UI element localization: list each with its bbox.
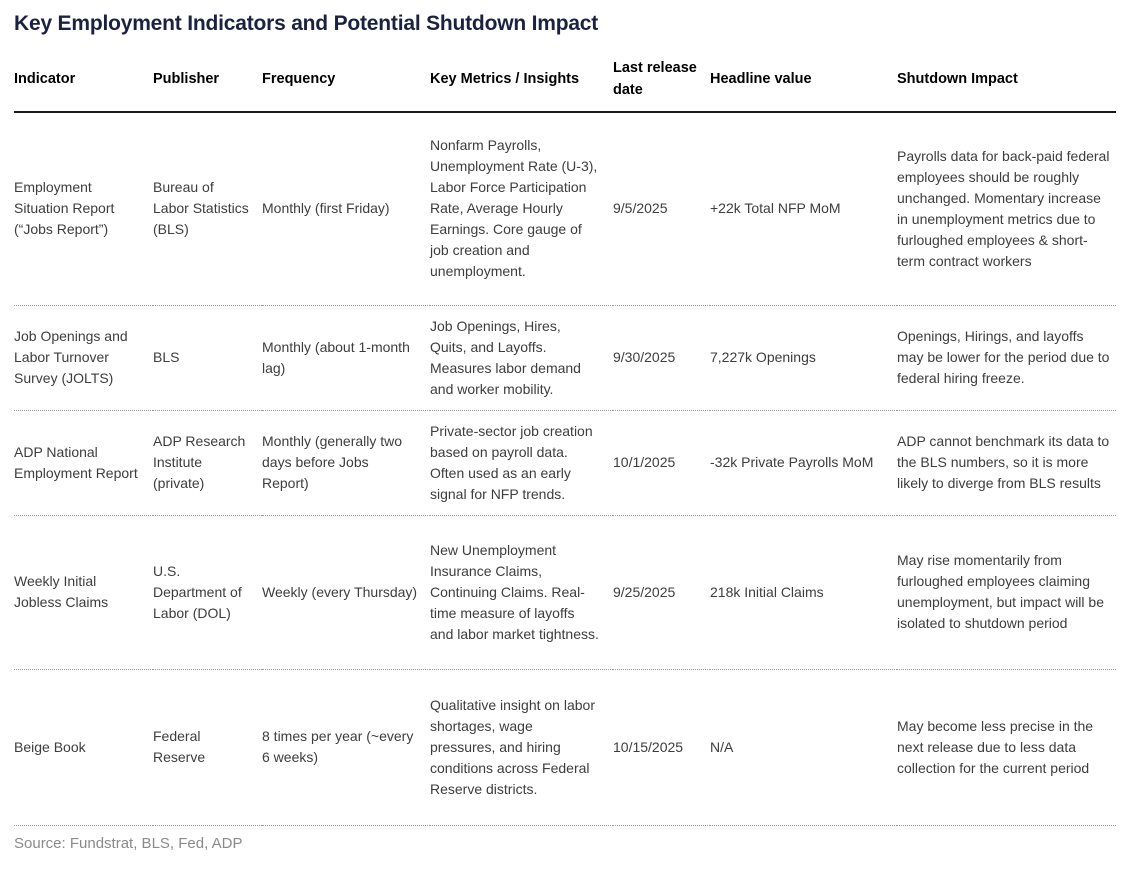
cell-key-metrics: Private-sector job creation based on pay…: [430, 410, 613, 516]
table-row: Employment Situation Report (“Jobs Repor…: [14, 112, 1116, 306]
column-header-last-release-date: Last release date: [613, 54, 710, 113]
header-row: Indicator Publisher Frequency Key Metric…: [14, 54, 1116, 113]
cell-shutdown-impact: ADP cannot benchmark its data to the BLS…: [897, 410, 1116, 516]
table-header: Indicator Publisher Frequency Key Metric…: [14, 54, 1116, 113]
cell-publisher: Federal Reserve: [153, 669, 262, 826]
cell-indicator: Job Openings and Labor Turnover Survey (…: [14, 305, 153, 411]
cell-last-release-date: 9/30/2025: [613, 305, 710, 411]
column-header-publisher: Publisher: [153, 54, 262, 113]
cell-headline-value: 7,227k Openings: [710, 305, 897, 411]
cell-key-metrics: New Unemployment Insurance Claims, Conti…: [430, 515, 613, 670]
table-row: ADP National Employment Report ADP Resea…: [14, 410, 1116, 516]
cell-frequency: Monthly (first Friday): [262, 112, 430, 306]
column-header-headline-value: Headline value: [710, 54, 897, 113]
cell-last-release-date: 10/1/2025: [613, 410, 710, 516]
cell-publisher: U.S. Department of Labor (DOL): [153, 515, 262, 670]
column-header-shutdown-impact: Shutdown Impact: [897, 54, 1116, 113]
employment-indicators-table: Indicator Publisher Frequency Key Metric…: [14, 54, 1116, 826]
cell-indicator: Weekly Initial Jobless Claims: [14, 515, 153, 670]
cell-headline-value: 218k Initial Claims: [710, 515, 897, 670]
cell-frequency: 8 times per year (~every 6 weeks): [262, 669, 430, 826]
cell-last-release-date: 9/5/2025: [613, 112, 710, 306]
cell-last-release-date: 10/15/2025: [613, 669, 710, 826]
cell-headline-value: -32k Private Payrolls MoM: [710, 410, 897, 516]
cell-shutdown-impact: Openings, Hirings, and layoffs may be lo…: [897, 305, 1116, 411]
cell-headline-value: +22k Total NFP MoM: [710, 112, 897, 306]
column-header-key-metrics: Key Metrics / Insights: [430, 54, 613, 113]
cell-indicator: Beige Book: [14, 669, 153, 826]
cell-frequency: Monthly (generally two days before Jobs …: [262, 410, 430, 516]
table-body: Employment Situation Report (“Jobs Repor…: [14, 112, 1116, 826]
column-header-indicator: Indicator: [14, 54, 153, 113]
table-row: Beige Book Federal Reserve 8 times per y…: [14, 669, 1116, 826]
page-title: Key Employment Indicators and Potential …: [14, 12, 599, 35]
table-row: Weekly Initial Jobless Claims U.S. Depar…: [14, 515, 1116, 670]
column-header-frequency: Frequency: [262, 54, 430, 113]
cell-indicator: ADP National Employment Report: [14, 410, 153, 516]
source-attribution: Source: Fundstrat, BLS, Fed, ADP: [14, 834, 243, 852]
cell-key-metrics: Job Openings, Hires, Quits, and Layoffs.…: [430, 305, 613, 411]
cell-frequency: Weekly (every Thursday): [262, 515, 430, 670]
cell-shutdown-impact: Payrolls data for back-paid federal empl…: [897, 112, 1116, 306]
cell-shutdown-impact: May rise momentarily from furloughed emp…: [897, 515, 1116, 670]
cell-shutdown-impact: May become less precise in the next rele…: [897, 669, 1116, 826]
cell-indicator: Employment Situation Report (“Jobs Repor…: [14, 112, 153, 306]
table-row: Job Openings and Labor Turnover Survey (…: [14, 305, 1116, 411]
cell-last-release-date: 9/25/2025: [613, 515, 710, 670]
cell-publisher: BLS: [153, 305, 262, 411]
cell-publisher: Bureau of Labor Statistics (BLS): [153, 112, 262, 306]
cell-headline-value: N/A: [710, 669, 897, 826]
cell-frequency: Monthly (about 1-month lag): [262, 305, 430, 411]
cell-key-metrics: Qualitative insight on labor shortages, …: [430, 669, 613, 826]
cell-key-metrics: Nonfarm Payrolls, Unemployment Rate (U-3…: [430, 112, 613, 306]
cell-publisher: ADP Research Institute (private): [153, 410, 262, 516]
